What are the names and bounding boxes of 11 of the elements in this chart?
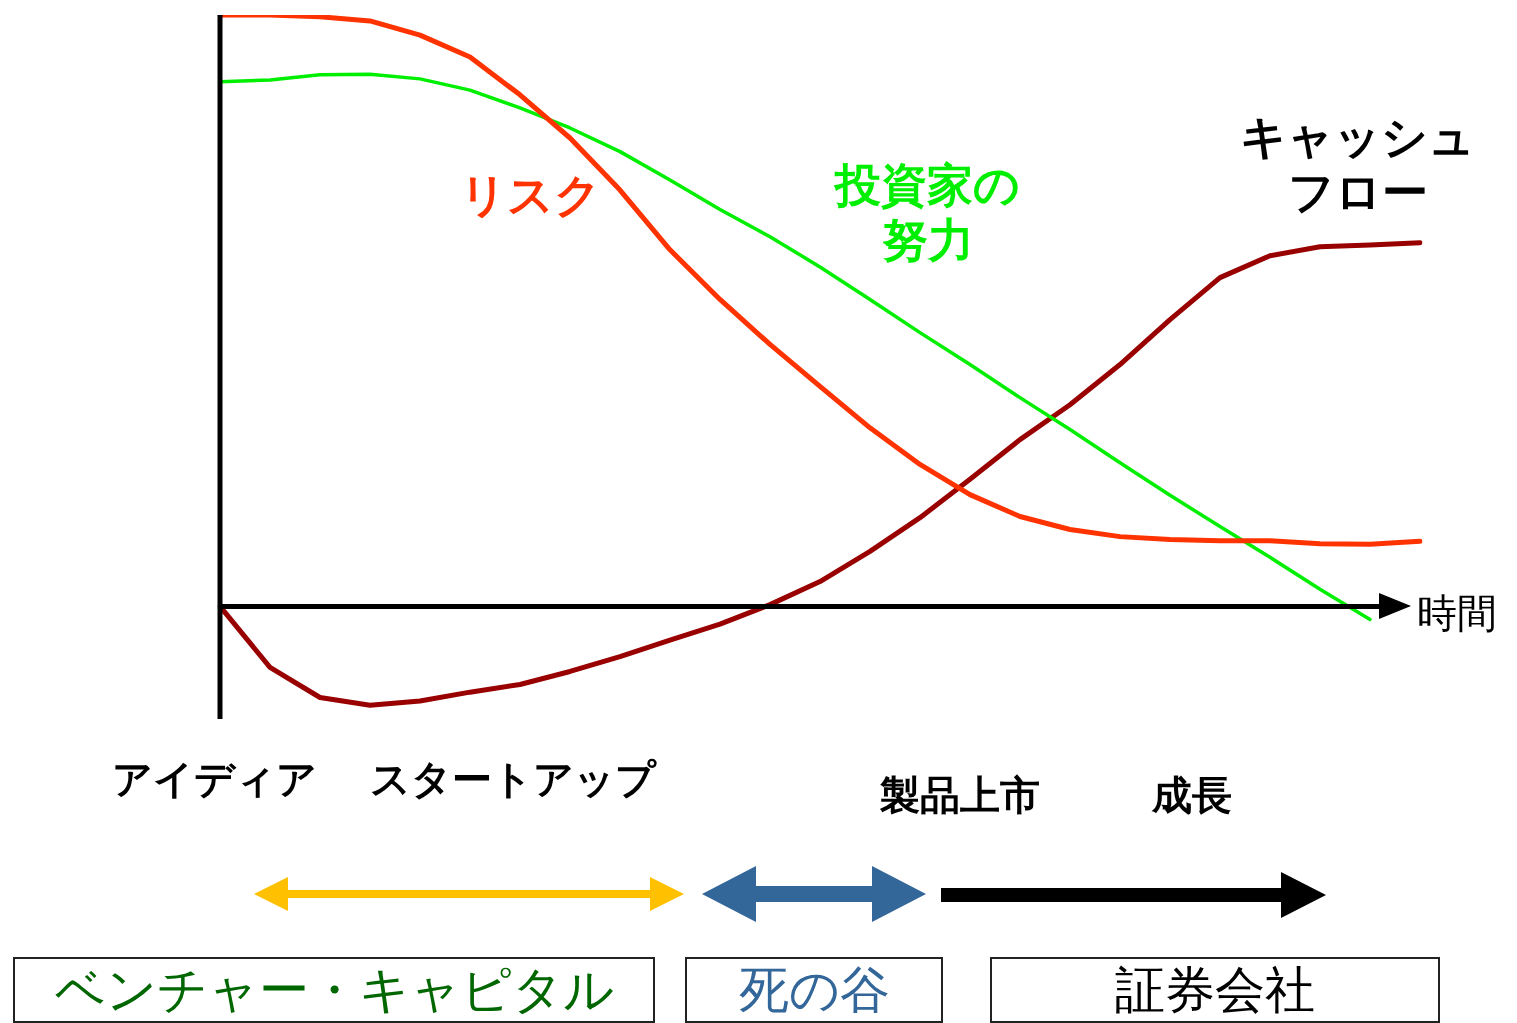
text: 成長: [1152, 771, 1232, 820]
text: 死の谷: [685, 957, 943, 1023]
x-axis-title: 時間: [1417, 589, 1497, 636]
text: 製品上市: [880, 771, 1040, 820]
text: アイディア: [112, 755, 317, 804]
text: ベンチャー・キャピタル: [13, 957, 655, 1023]
series-label: 投資家の努力: [833, 158, 1021, 269]
text: 証券会社: [990, 957, 1440, 1023]
series-label: キャッシュフロー: [1239, 110, 1476, 221]
series-label: リスク: [458, 168, 602, 224]
text: スタートアップ: [370, 755, 656, 804]
